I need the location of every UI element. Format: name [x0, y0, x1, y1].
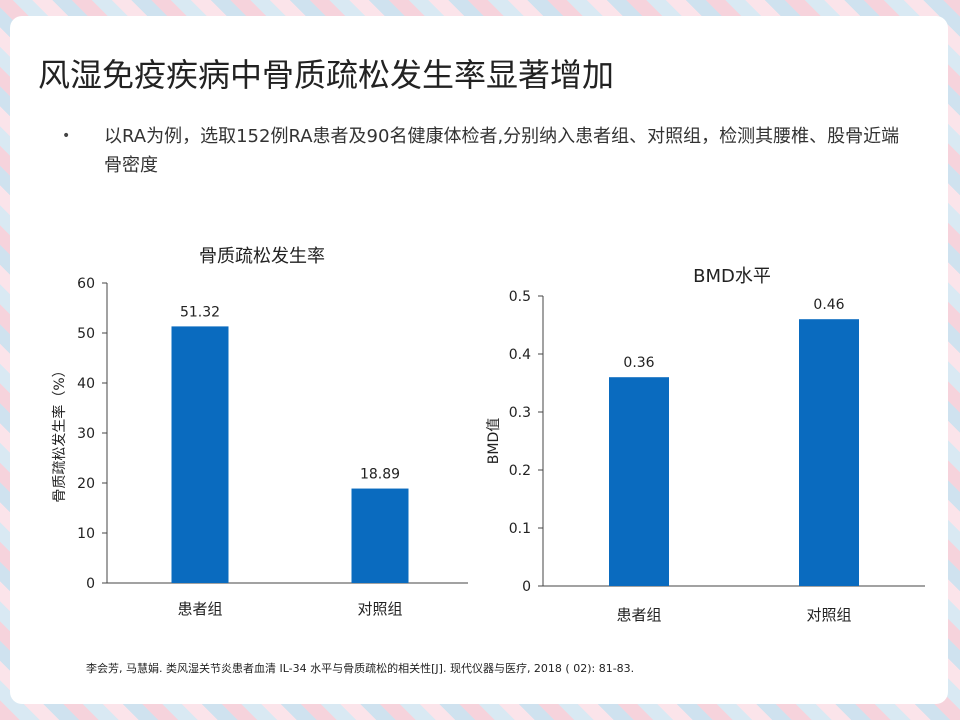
slide-title: 风湿免疫疾病中骨质疏松发生率显著增加 — [38, 56, 615, 94]
slide-card — [10, 16, 948, 704]
bullet-text: 以RA为例，选取152例RA患者及90名健康体检者,分别纳入患者组、对照组，检测… — [104, 126, 900, 176]
reference-citation: 李会芳, 马慧娟. 类风湿关节炎患者血清 IL-34 水平与骨质疏松的相关性[J… — [86, 662, 635, 675]
bullet-marker: • — [62, 128, 71, 144]
